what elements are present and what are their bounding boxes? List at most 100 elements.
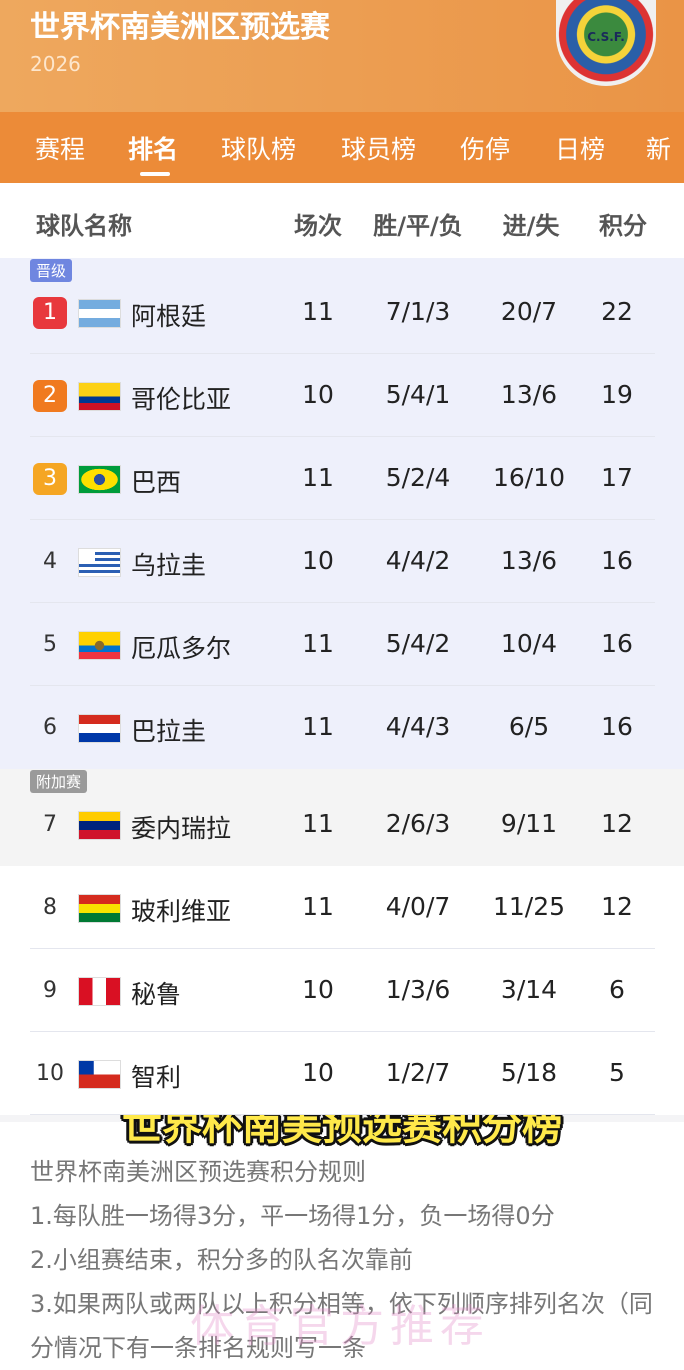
flag — [79, 466, 120, 493]
table-row: 6 巴拉圭 11 4/4/3 6/5 16 — [0, 686, 684, 769]
row-separator — [30, 353, 655, 354]
points: 22 — [601, 297, 633, 326]
win-draw-loss: 1/2/7 — [385, 1058, 451, 1087]
team-name: 巴西 — [131, 468, 182, 497]
goals: 13/6 — [500, 380, 558, 409]
goals: 11/25 — [492, 892, 566, 921]
flag — [79, 895, 120, 922]
team-name: 巴拉圭 — [131, 717, 207, 746]
rules: 世界杯南美洲区预选赛积分规则 1.每队胜一场得3分，平一场得1分，负一场得0分 … — [30, 1150, 655, 1370]
points: 17 — [601, 463, 633, 492]
points: 16 — [601, 712, 633, 741]
season: 2026 — [30, 52, 81, 76]
win-draw-loss: 1/3/6 — [385, 975, 451, 1004]
played: 11 — [302, 297, 334, 326]
table-row: 2 哥伦比亚 10 5/4/1 13/6 19 — [0, 354, 684, 437]
points: 5 — [609, 1058, 625, 1087]
team-name: 乌拉圭 — [131, 551, 207, 580]
rank: 2 — [33, 380, 67, 412]
played: 11 — [302, 809, 334, 838]
flag — [79, 383, 120, 410]
column-header: 进/失 — [502, 212, 560, 240]
rank: 4 — [43, 549, 57, 574]
team-name: 玻利维亚 — [131, 897, 232, 926]
goals: 3/14 — [500, 975, 558, 1004]
row-separator — [30, 685, 655, 686]
flag — [79, 715, 120, 742]
rank: 10 — [36, 1061, 64, 1086]
rule: 2.小组赛结束，积分多的队名次靠前 — [30, 1246, 413, 1274]
points: 16 — [601, 629, 633, 658]
flag — [79, 300, 120, 327]
win-draw-loss: 5/4/1 — [385, 380, 451, 409]
row-separator — [30, 436, 655, 437]
tab[interactable]: 赛程 — [35, 135, 86, 164]
column-header: 球队名称 — [36, 212, 132, 240]
team-name: 委内瑞拉 — [131, 814, 232, 843]
tab[interactable]: 球队榜 — [221, 135, 297, 164]
page-title: 世界杯南美洲区预选赛 — [30, 10, 330, 45]
played: 10 — [302, 380, 334, 409]
win-draw-loss: 4/4/3 — [385, 712, 451, 741]
played: 10 — [302, 975, 334, 1004]
win-draw-loss: 2/6/3 — [385, 809, 451, 838]
flag — [79, 812, 120, 839]
table-row: 4 乌拉圭 10 4/4/2 13/6 16 — [0, 520, 684, 603]
played: 11 — [302, 892, 334, 921]
points: 6 — [609, 975, 625, 1004]
table-row: 3 巴西 11 5/2/4 16/10 17 — [0, 437, 684, 520]
tab[interactable]: 新 — [646, 135, 672, 164]
group-background — [0, 258, 684, 769]
logo-text: C.S.F. — [587, 30, 625, 44]
played: 10 — [302, 546, 334, 575]
team-name: 厄瓜多尔 — [131, 634, 232, 663]
column-header: 积分 — [599, 212, 647, 240]
tab[interactable]: 球员榜 — [341, 135, 417, 164]
row-separator — [30, 602, 655, 603]
table-row: 1 阿根廷 11 7/1/3 20/7 22 — [0, 271, 684, 354]
win-draw-loss: 4/0/7 — [385, 892, 451, 921]
goals: 5/18 — [500, 1058, 558, 1087]
rank: 6 — [43, 715, 57, 740]
tab[interactable]: 日榜 — [555, 135, 606, 164]
flag — [79, 978, 120, 1005]
logo: C.S.F. — [556, 0, 656, 86]
rules-title: 世界杯南美洲区预选赛积分规则 — [30, 1158, 366, 1186]
column-header: 场次 — [294, 212, 342, 240]
table-row: 8 玻利维亚 11 4/0/7 11/25 12 — [0, 866, 684, 949]
tab-underline — [140, 172, 170, 176]
win-draw-loss: 5/2/4 — [385, 463, 451, 492]
row-separator — [30, 1031, 655, 1032]
tab-active[interactable]: 排名 — [128, 135, 179, 164]
table-row: 9 秘鲁 10 1/3/6 3/14 6 — [0, 949, 684, 1032]
played: 11 — [302, 629, 334, 658]
points: 12 — [601, 892, 633, 921]
rank: 3 — [33, 463, 67, 495]
points: 16 — [601, 546, 633, 575]
flag — [79, 549, 120, 576]
points: 19 — [601, 380, 633, 409]
tab[interactable]: 伤停 — [460, 135, 511, 164]
divider — [0, 1112, 684, 1122]
table-row: 10 智利 10 1/2/7 5/18 5 — [0, 1032, 684, 1115]
group-label: 附加赛 — [30, 770, 88, 793]
table-row: 7 委内瑞拉 11 2/6/3 9/11 12 — [0, 783, 684, 866]
team-name: 哥伦比亚 — [131, 385, 232, 414]
goals: 10/4 — [500, 629, 558, 658]
table-row: 5 厄瓜多尔 11 5/4/2 10/4 16 — [0, 603, 684, 686]
win-draw-loss: 7/1/3 — [385, 297, 451, 326]
row-separator — [30, 519, 655, 520]
played: 11 — [302, 712, 334, 741]
rank: 8 — [43, 895, 57, 920]
team-name: 阿根廷 — [131, 302, 207, 331]
rank: 1 — [33, 297, 67, 329]
row-separator — [30, 948, 655, 949]
header: 世界杯南美洲区预选赛 2026 C.S.F. — [0, 0, 684, 112]
goals: 6/5 — [508, 712, 550, 741]
goals: 20/7 — [500, 297, 558, 326]
played: 11 — [302, 463, 334, 492]
flag — [79, 1061, 120, 1088]
played: 10 — [302, 1058, 334, 1087]
goals: 13/6 — [500, 546, 558, 575]
